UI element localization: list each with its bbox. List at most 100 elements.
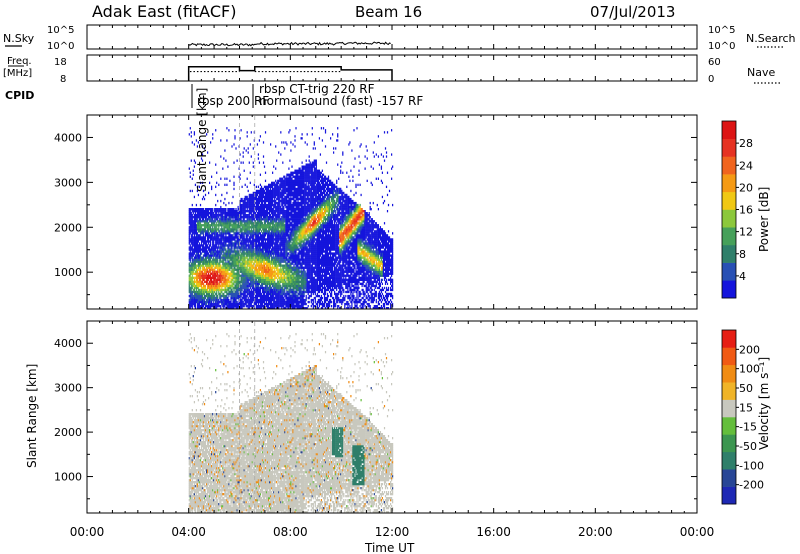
power-cell [202, 276, 205, 280]
power-cell [264, 179, 267, 183]
power-cell [191, 296, 193, 300]
power-cell [226, 305, 228, 308]
power-cell [246, 226, 248, 229]
power-cell [272, 242, 274, 245]
power-cell [202, 286, 205, 290]
power-cell [233, 254, 235, 257]
power-cell [261, 266, 264, 269]
power-cell [212, 240, 214, 243]
power-cell [237, 288, 239, 292]
power-cell [244, 242, 246, 245]
power-cell [191, 228, 193, 231]
power-cell [235, 226, 237, 229]
power-cell [277, 185, 279, 189]
power-cell [219, 296, 221, 300]
power-cell [239, 242, 241, 245]
power-cell [190, 272, 192, 275]
power-cell [284, 183, 286, 187]
power-cell [235, 234, 237, 237]
power-cell [276, 226, 278, 229]
power-cell [226, 264, 228, 267]
power-cell [197, 272, 200, 275]
power-cell [287, 290, 289, 294]
power-cell [279, 238, 281, 241]
power-cell [269, 203, 271, 207]
power-cell [259, 173, 262, 176]
power-cell [194, 298, 197, 302]
power-cell [213, 216, 215, 219]
power-cell [192, 242, 194, 245]
power-cell [255, 254, 258, 257]
power-cell [235, 250, 237, 253]
power-cell [253, 302, 255, 306]
power-cell [203, 272, 206, 275]
power-cell [199, 203, 202, 207]
power-cell [210, 266, 212, 269]
power-cell [195, 264, 198, 267]
power-cell [285, 177, 287, 180]
power-cell [265, 244, 268, 247]
power-cell [269, 272, 271, 275]
power-cell [223, 262, 225, 265]
power-cell [238, 218, 240, 221]
power-cell [270, 294, 272, 298]
power-cell [267, 234, 269, 237]
power-cell [203, 266, 206, 269]
power-cell [285, 230, 287, 233]
power-cell [278, 203, 280, 207]
power-cell [221, 214, 223, 217]
power-cell [258, 242, 261, 245]
power-cell [196, 214, 199, 217]
power-cell [278, 284, 280, 288]
power-cell [239, 222, 241, 225]
power-cell [247, 274, 249, 277]
power-cell [223, 240, 225, 243]
power-cell [280, 153, 282, 156]
power-cell [234, 236, 236, 239]
power-cell [250, 220, 252, 223]
power-cell [244, 232, 246, 235]
power-cell [208, 305, 210, 308]
power-cell [236, 214, 238, 217]
power-cell [234, 272, 236, 275]
power-cell [262, 199, 265, 203]
power-cell [240, 240, 242, 243]
power-cell [230, 222, 232, 225]
power-cell [190, 300, 192, 304]
power-cell [262, 195, 265, 199]
power-cell [220, 199, 222, 203]
power-cell [235, 296, 237, 300]
power-cell [277, 183, 279, 187]
power-cell [254, 220, 257, 223]
power-cell [223, 157, 225, 160]
power-cell [270, 302, 272, 306]
power-cell [198, 258, 201, 261]
power-cell [214, 222, 216, 225]
power-cell [232, 300, 234, 304]
power-cell [204, 232, 207, 235]
power-cell [247, 214, 249, 217]
power-cell [282, 256, 284, 259]
power-cell [277, 300, 279, 304]
power-cell [227, 292, 229, 296]
power-cell [219, 214, 221, 217]
power-cell [201, 296, 204, 300]
power-cell [284, 307, 286, 309]
power-cell [275, 185, 277, 189]
power-cell [196, 218, 199, 221]
power-cell [232, 242, 234, 245]
power-cell [274, 276, 276, 280]
power-cell [260, 203, 263, 207]
power-cell [207, 284, 209, 288]
power-cell [229, 280, 231, 284]
power-cell [199, 250, 202, 253]
power-cell [259, 135, 262, 138]
power-cell [251, 210, 253, 213]
power-cell [264, 286, 267, 290]
power-cell [283, 236, 285, 239]
power-cell [244, 238, 246, 241]
power-cell [275, 193, 277, 197]
power-cell [277, 201, 279, 205]
power-cell [248, 230, 250, 233]
power-cell [258, 286, 261, 290]
